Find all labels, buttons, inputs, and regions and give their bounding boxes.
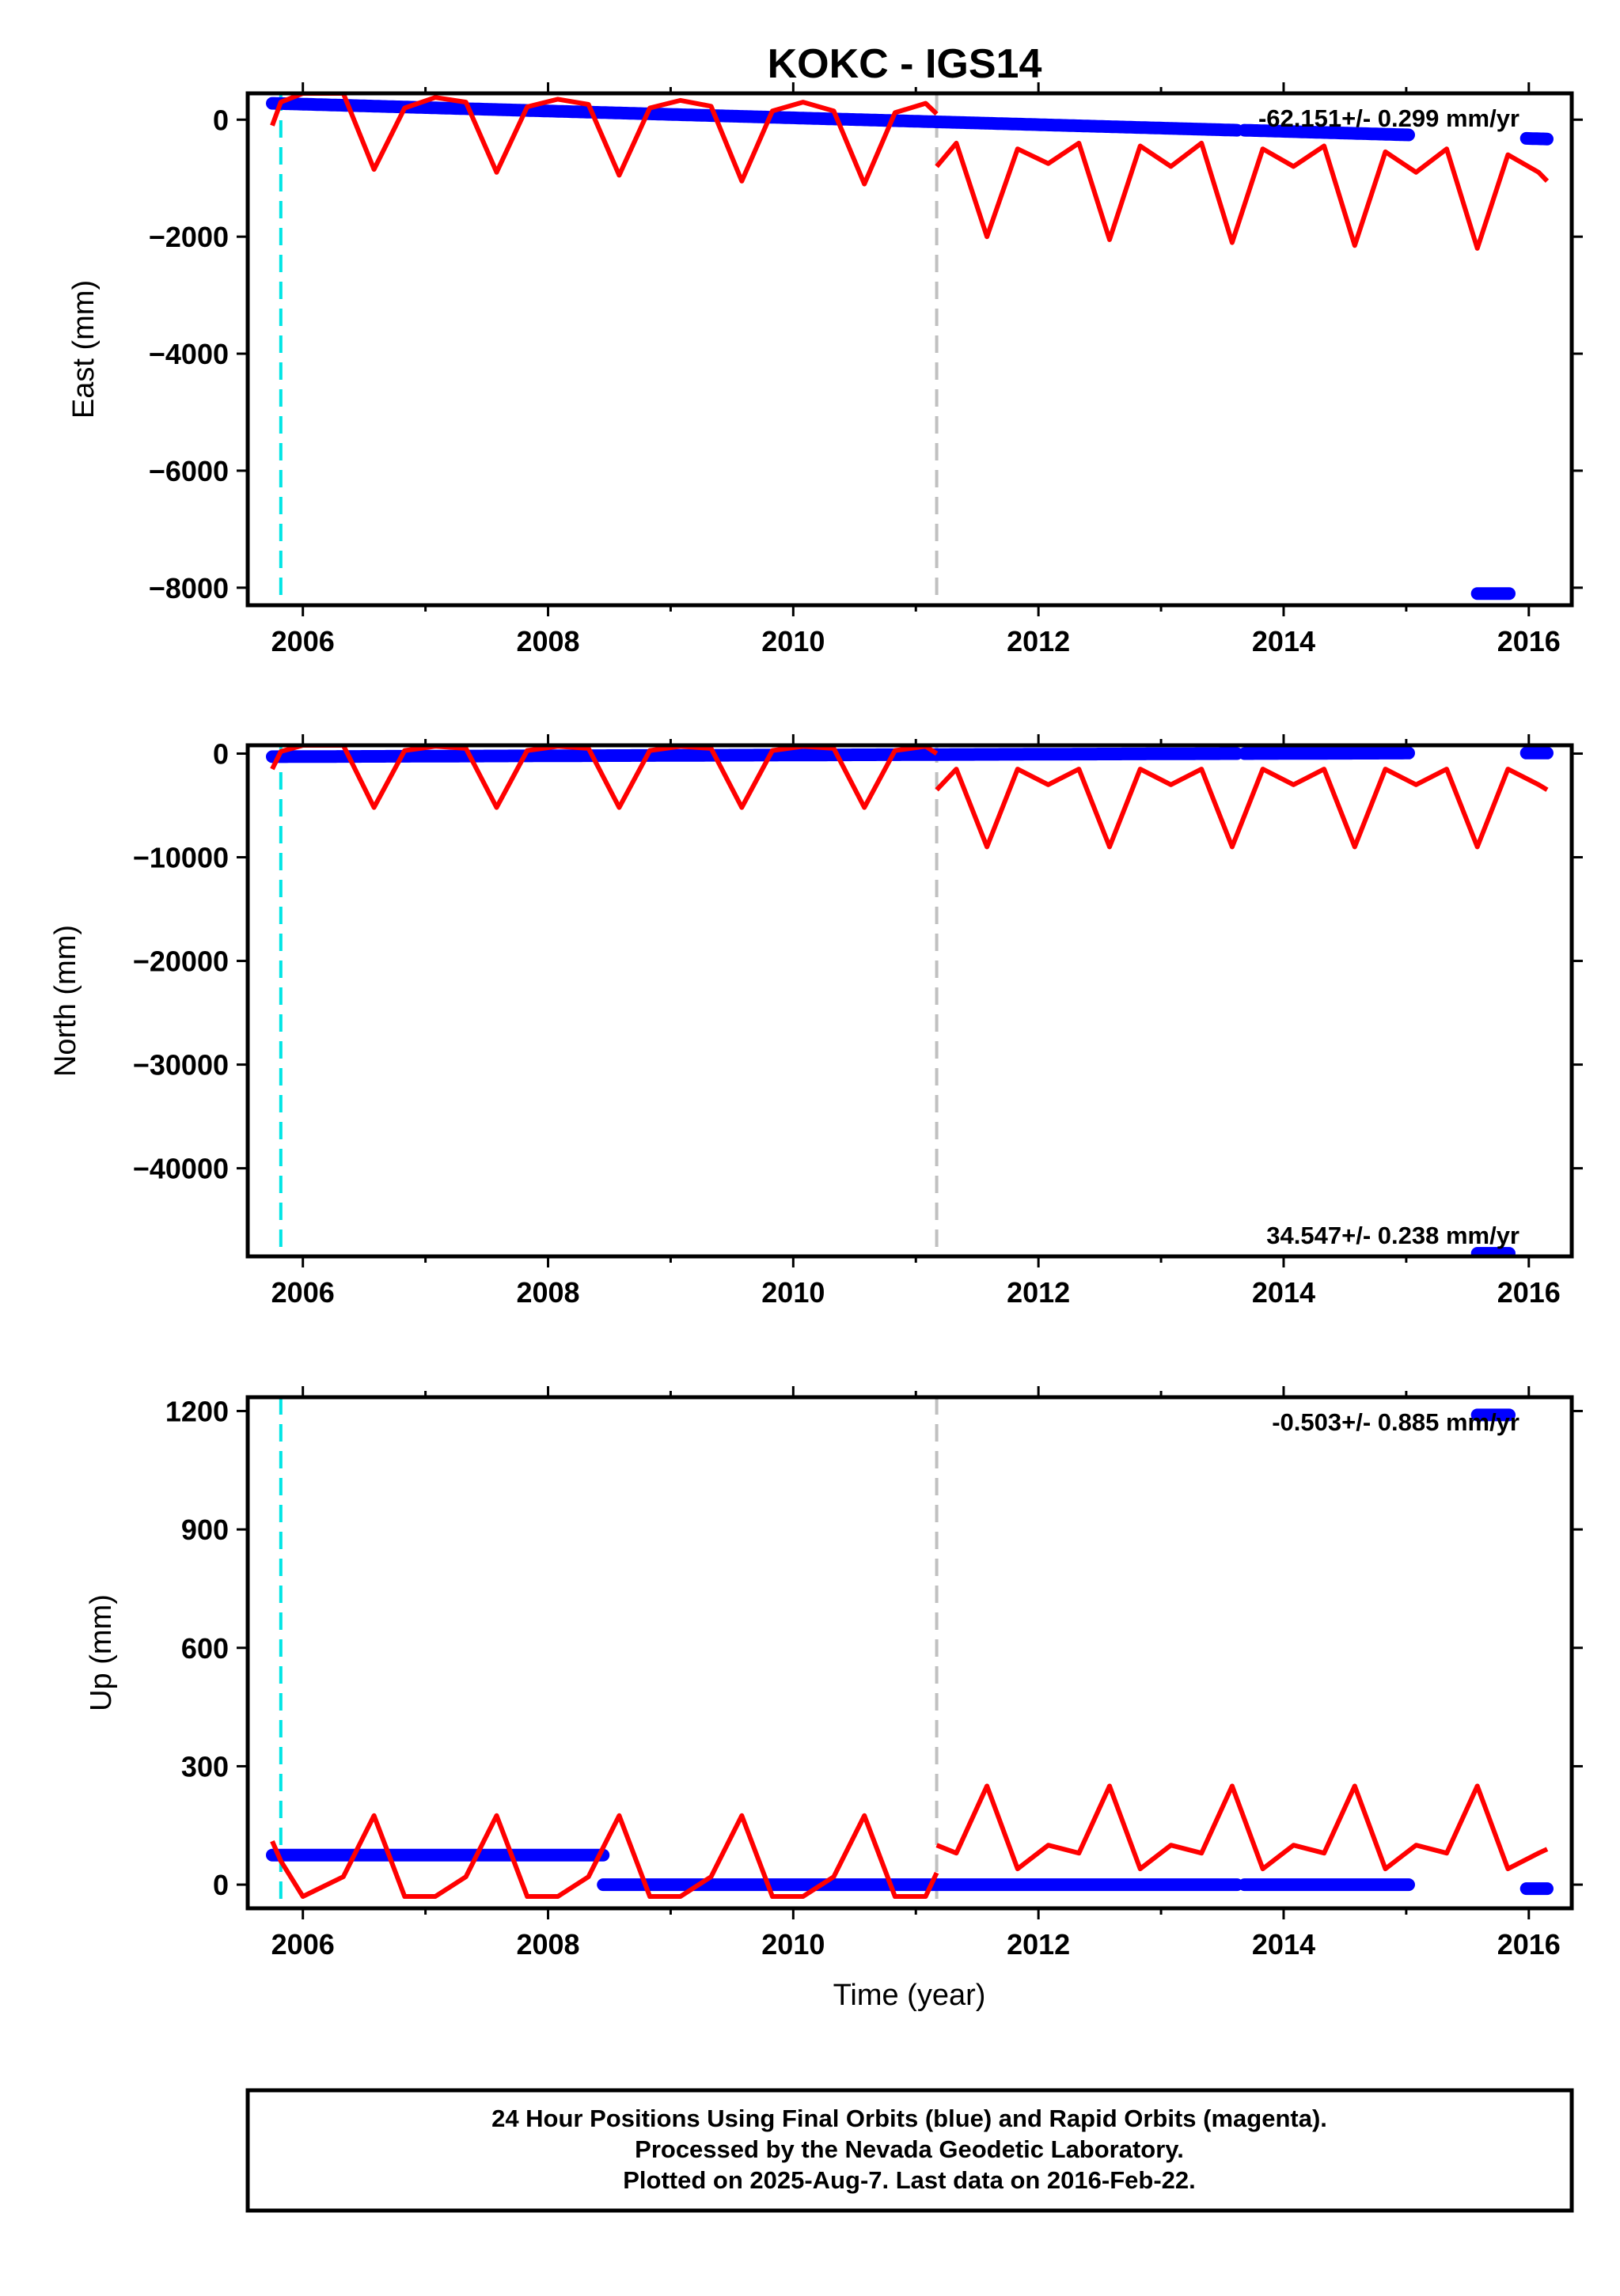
- up-ytick-label-0: 1200: [165, 1395, 229, 1427]
- up-ytick-label-1: 900: [181, 1514, 229, 1546]
- panel-east: 0 −2000 −4000 −6000 −8000 2006 2008 2010 2012 201…: [67, 82, 1583, 657]
- panel-north: 0 −10000 −20000 −30000 −40000 2006 2008 2010 201…: [49, 734, 1583, 1309]
- up-data-area: [266, 1408, 1554, 1899]
- chart-title: KOKC - IGS14: [768, 41, 1042, 87]
- north-ytick-label-0: 0: [213, 737, 229, 770]
- north-ytick-label-2: −20000: [133, 945, 229, 978]
- up-ytick-label-2: 600: [181, 1632, 229, 1665]
- east-y-axis-label: East (mm): [67, 280, 101, 419]
- north-daily-positions-1: [1238, 746, 1415, 760]
- panel-up: 1200 900 600 300 0 2006 2008 2010 2012 2014 2016 Up…: [85, 1386, 1583, 1961]
- up-xtick-label-5: 2016: [1497, 1928, 1561, 1961]
- north-model-fit-0: [270, 745, 939, 810]
- north-ytick-label-3: −30000: [133, 1049, 229, 1082]
- east-daily-positions-0: [266, 97, 1244, 137]
- east-ytick-label-2: −4000: [149, 338, 229, 370]
- east-ytick-label-4: −8000: [149, 572, 229, 604]
- east-data-area: [266, 93, 1554, 601]
- east-model-fit-0: [270, 93, 939, 187]
- east-ytick-label-1: −2000: [149, 221, 229, 253]
- east-velocity-annotation: -62.151+/- 0.299 mm/yr: [1258, 104, 1519, 132]
- north-plot-frame: [245, 743, 1574, 1259]
- east-xtick-label-3: 2012: [1007, 625, 1070, 657]
- north-data-area: [266, 745, 1554, 1256]
- east-ytick-label-0: 0: [213, 104, 229, 136]
- up-xtick-label-0: 2006: [271, 1928, 335, 1961]
- x-axis-label: Time (year): [833, 1979, 986, 2012]
- up-xtick-label-2: 2010: [761, 1928, 825, 1961]
- east-model-fit-1: [935, 140, 1550, 251]
- east-xtick-label-2: 2010: [761, 625, 825, 657]
- up-plot-frame: [245, 1395, 1574, 1911]
- north-xtick-label-4: 2014: [1252, 1276, 1315, 1309]
- up-xtick-label-4: 2014: [1252, 1928, 1315, 1961]
- east-xtick-label-1: 2008: [516, 625, 579, 657]
- north-y-axis-label: North (mm): [49, 925, 82, 1077]
- north-velocity-annotation: 34.547+/- 0.238 mm/yr: [1266, 1222, 1519, 1249]
- east-ytick-label-3: −6000: [149, 455, 229, 487]
- up-xtick-label-3: 2012: [1007, 1928, 1070, 1961]
- up-velocity-annotation: -0.503+/- 0.885 mm/yr: [1272, 1408, 1519, 1436]
- north-xtick-label-5: 2016: [1497, 1276, 1561, 1309]
- east-xtick-label-4: 2014: [1252, 625, 1315, 657]
- footer-box: 24 Hour Positions Using Final Orbits (bl…: [245, 2088, 1574, 2213]
- east-xtick-label-5: 2016: [1497, 625, 1561, 657]
- north-ytick-label-4: −40000: [133, 1153, 229, 1185]
- footer-line-1: 24 Hour Positions Using Final Orbits (bl…: [491, 2105, 1327, 2132]
- north-model-fit-1: [935, 767, 1549, 850]
- east-xtick-label-0: 2006: [271, 625, 335, 657]
- up-xtick-label-1: 2008: [516, 1928, 579, 1961]
- east-plot-frame: [245, 91, 1574, 608]
- north-daily-positions-0: [266, 747, 1244, 763]
- up-model-fit-1: [935, 1783, 1549, 1872]
- east-daily-positions-1: [1238, 123, 1415, 142]
- up-y-axis-label: Up (mm): [85, 1594, 118, 1711]
- east-daily-positions-2: [1519, 131, 1554, 146]
- north-ytick-label-1: −10000: [133, 842, 229, 874]
- footer-line-2: Processed by the Nevada Geodetic Laborat…: [635, 2135, 1184, 2163]
- north-xtick-label-1: 2008: [516, 1276, 579, 1309]
- up-ytick-label-3: 300: [181, 1750, 229, 1783]
- north-xtick-label-2: 2010: [761, 1276, 825, 1309]
- footer-line-3: Plotted on 2025-Aug-7. Last data on 2016…: [623, 2166, 1196, 2194]
- up-ytick-label-4: 0: [213, 1869, 229, 1901]
- north-xtick-label-0: 2006: [271, 1276, 335, 1309]
- up-model-fit-0: [270, 1813, 939, 1899]
- north-xtick-label-3: 2012: [1007, 1276, 1070, 1309]
